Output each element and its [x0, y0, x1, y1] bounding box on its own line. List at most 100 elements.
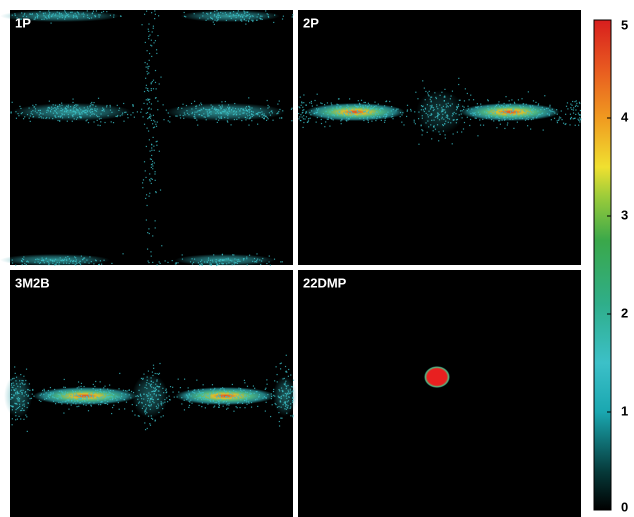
density-dot: [225, 396, 226, 397]
density-dot: [520, 106, 521, 107]
density-dot: [93, 102, 94, 103]
density-dot: [346, 120, 347, 121]
density-dot: [286, 394, 287, 395]
density-dot: [89, 393, 90, 394]
density-dot: [332, 110, 333, 111]
density-dot: [273, 389, 274, 390]
density-dot: [201, 399, 202, 400]
density-dot: [184, 12, 185, 13]
density-dot: [312, 105, 313, 106]
density-dot: [80, 264, 81, 265]
density-dot: [147, 90, 148, 91]
density-dot: [167, 401, 168, 402]
density-dot: [166, 397, 167, 398]
density-dot: [240, 108, 241, 109]
density-dot: [153, 80, 154, 81]
density-dot: [143, 398, 144, 399]
density-dot: [239, 407, 240, 408]
density-dot: [76, 108, 77, 109]
density-dot: [188, 407, 189, 408]
density-dot: [12, 378, 13, 379]
density-dot: [90, 103, 91, 104]
density-dot: [504, 111, 505, 112]
density-dot: [22, 112, 23, 113]
density-dot: [12, 409, 13, 410]
density-dot: [142, 378, 143, 379]
density-dot: [475, 107, 476, 108]
density-dot: [424, 111, 425, 112]
density-dot: [383, 116, 384, 117]
density-dot: [93, 104, 94, 105]
density-dot: [439, 114, 440, 115]
density-dot: [185, 16, 186, 17]
density-dot: [536, 117, 537, 118]
density-dot: [445, 121, 446, 122]
density-dot: [146, 394, 147, 395]
density-dot: [241, 108, 242, 109]
density-dot: [370, 116, 371, 117]
density-dot: [219, 118, 220, 119]
density-dot: [518, 99, 519, 100]
density-dot: [55, 116, 56, 117]
density-dot: [400, 112, 401, 113]
density-dot: [156, 192, 157, 193]
density-dot: [156, 394, 157, 395]
density-dot: [548, 108, 549, 109]
density-dot: [148, 370, 149, 371]
density-dot: [237, 263, 238, 264]
density-dot: [456, 106, 457, 107]
density-dot: [199, 397, 200, 398]
density-dot: [107, 394, 108, 395]
density-dot: [236, 114, 237, 115]
density-dot: [113, 405, 114, 406]
density-dot: [70, 395, 71, 396]
density-dot: [207, 109, 208, 110]
density-dot: [142, 187, 143, 188]
density-dot: [53, 392, 54, 393]
density-dot: [557, 114, 558, 115]
density-dot: [97, 108, 98, 109]
density-dot: [154, 391, 155, 392]
density-dot: [207, 261, 208, 262]
density-dot: [475, 114, 476, 115]
density-dot: [552, 109, 553, 110]
density-dot: [142, 116, 143, 117]
density-dot: [75, 13, 76, 14]
density-dot: [60, 396, 61, 397]
density-dot: [458, 106, 459, 107]
density-dot: [154, 173, 155, 174]
density-dot: [61, 110, 62, 111]
density-dot: [492, 111, 493, 112]
density-dot: [20, 410, 21, 411]
density-dot: [461, 113, 462, 114]
density-dot: [272, 120, 273, 121]
density-dot: [54, 260, 55, 261]
density-dot: [262, 258, 263, 259]
density-dot: [224, 390, 225, 391]
density-dot: [487, 106, 488, 107]
density-dot: [76, 406, 77, 407]
density-dot: [27, 396, 28, 397]
density-dot: [273, 391, 274, 392]
density-dot: [280, 261, 281, 262]
density-dot: [65, 257, 66, 258]
page: 1P 2P 3M2B 22DMP 012345 (() => { const d…: [0, 0, 634, 517]
density-dot: [105, 398, 106, 399]
density-dot: [110, 15, 111, 16]
density-dot: [202, 15, 203, 16]
density-dot: [311, 110, 312, 111]
density-dot: [234, 119, 235, 120]
density-dot: [65, 107, 66, 108]
density-dot: [154, 150, 155, 151]
density-dot: [262, 19, 263, 20]
density-dot: [215, 393, 216, 394]
density-dot: [157, 399, 158, 400]
density-dot: [279, 421, 280, 422]
density-dot: [285, 371, 286, 372]
density-dot: [111, 413, 112, 414]
density-dot: [286, 413, 287, 414]
density-dot: [195, 118, 196, 119]
density-dot: [464, 107, 465, 108]
density-dot: [298, 118, 299, 119]
density-dot: [212, 390, 213, 391]
